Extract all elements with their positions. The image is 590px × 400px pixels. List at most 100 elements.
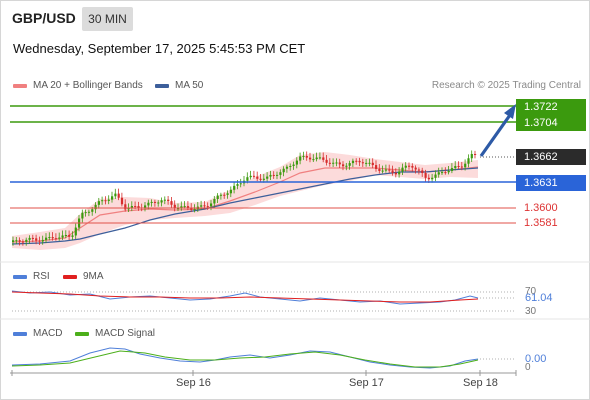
legend-ma20-label: MA 20 + Bollinger Bands: [33, 80, 143, 91]
candle-body: [114, 193, 117, 197]
candle-body: [384, 169, 388, 171]
candle-body: [45, 237, 48, 240]
candle-body: [408, 165, 411, 167]
candle-body: [312, 159, 315, 161]
timestamp: Wednesday, September 17, 2025 5:45:53 PM…: [13, 41, 306, 56]
candle-body: [58, 237, 61, 239]
legend-macd-signal: MACD Signal: [75, 328, 155, 339]
candle-body: [153, 201, 157, 203]
candle-body: [454, 166, 457, 169]
candle-body: [325, 159, 328, 163]
candle-body: [266, 176, 269, 179]
candle-body: [355, 160, 358, 162]
candle-body: [216, 195, 219, 199]
candle-body: [394, 172, 397, 175]
candle-body: [302, 155, 305, 157]
rsi-ma-line: [11, 291, 479, 303]
candle-body: [424, 172, 427, 178]
candle-body: [276, 174, 279, 176]
candle-body: [210, 203, 213, 207]
candle-body: [127, 208, 130, 210]
candle-body: [170, 201, 173, 205]
candle-body: [137, 206, 140, 208]
candle-body: [186, 206, 190, 209]
rsi-line: [11, 290, 479, 305]
candle-body: [81, 212, 84, 219]
macd-line: [11, 347, 479, 369]
candle-body: [87, 211, 91, 213]
candle-body: [167, 199, 170, 202]
candle-body: [378, 168, 381, 171]
candle-body: [348, 163, 351, 166]
legend-rsi-ma-label: 9MA: [83, 271, 104, 282]
candle-body: [398, 171, 401, 175]
candle-body: [295, 160, 298, 165]
candle-body: [180, 206, 183, 209]
candle-body: [177, 208, 180, 210]
candle-body: [160, 200, 163, 203]
timeframe-button[interactable]: 30 MIN: [82, 7, 133, 31]
rsi-ma-swatch: [63, 274, 77, 279]
candle-body: [173, 204, 176, 209]
candle-body: [157, 202, 160, 204]
candle-body: [74, 227, 77, 236]
candle-body: [404, 165, 407, 168]
candle-body: [285, 166, 289, 169]
candle-body: [437, 172, 440, 175]
candle-body: [219, 194, 223, 196]
candle-body: [457, 166, 460, 168]
candle-body: [97, 201, 100, 205]
candle-body: [447, 170, 450, 173]
rsi-70-label: 70: [525, 286, 537, 297]
legend-rsi-ma: 9MA: [63, 271, 104, 282]
candle-body: [183, 206, 186, 208]
candle-body: [417, 169, 421, 171]
rsi-swatch: [13, 274, 27, 279]
candle-body: [365, 162, 368, 164]
candle-body: [335, 162, 338, 164]
legend-ma50: MA 50: [155, 80, 203, 91]
candle-body: [150, 201, 153, 203]
candle-body: [381, 170, 384, 172]
candle-body: [246, 177, 249, 181]
candle-body: [107, 199, 110, 201]
legend-rsi-label: RSI: [33, 271, 50, 282]
x-label-sep16: Sep 16: [176, 377, 211, 389]
rsi-30-label: 30: [525, 306, 537, 317]
candle-body: [101, 200, 104, 202]
candle-body: [91, 209, 94, 212]
candle-body: [259, 178, 262, 180]
candle-body: [411, 165, 414, 168]
candle-body: [61, 235, 64, 238]
x-label-sep17: Sep 17: [349, 377, 384, 389]
candle-body: [147, 202, 150, 206]
candle-body: [48, 237, 51, 239]
candle-body: [256, 176, 259, 179]
candle-body: [193, 209, 196, 211]
legend-macd-label: MACD: [33, 328, 63, 339]
candle-body: [111, 196, 114, 200]
candle-body: [104, 200, 107, 202]
candle-body: [309, 157, 312, 160]
candle-body: [200, 205, 203, 207]
legend-ma20: MA 20 + Bollinger Bands: [13, 80, 143, 91]
rsi-value-label: 61.04: [525, 292, 553, 304]
candle-body: [375, 165, 378, 169]
candle-body: [322, 157, 325, 160]
candle-body: [338, 162, 341, 165]
candle-body: [328, 162, 331, 164]
support-2-label: 1.3581: [524, 217, 558, 229]
candle-body: [124, 204, 127, 210]
candle-body: [441, 172, 444, 174]
candle-body: [12, 240, 15, 242]
candle-body: [31, 237, 34, 239]
candle-body: [358, 160, 361, 163]
candle-body: [460, 166, 463, 168]
candle-body: [71, 235, 74, 237]
candle-body: [130, 206, 133, 209]
candle-body: [84, 212, 87, 214]
candle-body: [233, 185, 236, 190]
candle-body: [223, 194, 226, 196]
candle-body: [289, 165, 292, 167]
candle-body: [305, 155, 308, 158]
